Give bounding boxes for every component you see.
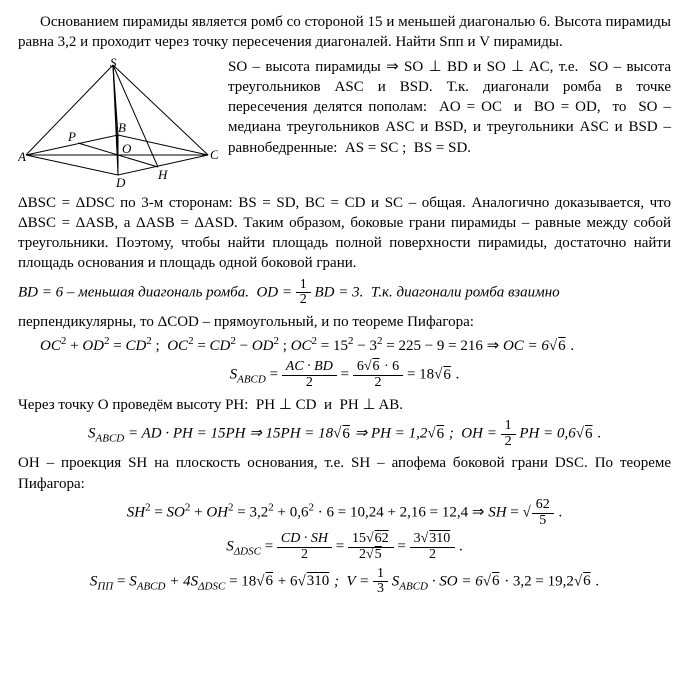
- solution-p1: SO – высота пирамиды ⇒ SO ⊥ BD и SO ⊥ AC…: [228, 57, 671, 158]
- pyramid-diagram: S A B C D O P H: [18, 57, 218, 187]
- one-half-frac: 1 2: [296, 278, 311, 308]
- svg-text:D: D: [115, 175, 126, 187]
- problem-statement: Основанием пирамиды является ромб со сто…: [18, 12, 671, 53]
- svg-text:B: B: [118, 120, 126, 135]
- svg-text:H: H: [157, 167, 168, 182]
- bd-text-a: BD = 6 – меньшая диагональ ромба. OD =: [18, 284, 296, 300]
- svg-text:P: P: [67, 129, 76, 144]
- sdsc-equation: SΔDSC = CD · SH2 = 15√62 2√5 = 3√310 2 .: [18, 532, 671, 562]
- oh-projection: OH – проекция SH на плоскость основания,…: [18, 453, 671, 494]
- ph-equation: SABCD = AD · PH = 15PH ⇒ 15PH = 18√6 ⇒ P…: [18, 419, 671, 449]
- svg-text:C: C: [210, 147, 218, 162]
- bd-text-b: BD = 3. Т.к. диагонали ромба взаимно: [315, 284, 560, 300]
- bd-line2: перпендикулярны, то ΔCOD – прямоугольный…: [18, 312, 671, 332]
- oc-equation: OC2 + OD2 = CD2 ; OC2 = CD2 − OD2 ; OC2 …: [18, 336, 671, 356]
- svg-text:A: A: [18, 149, 26, 164]
- ph-line: Через точку O проведём высоту PH: PH ⊥ C…: [18, 395, 671, 415]
- sh-equation: SH2 = SO2 + OH2 = 3,22 + 0,62 · 6 = 10,2…: [18, 498, 671, 528]
- svg-text:O: O: [122, 141, 132, 156]
- s-abcd-equation: SABCD = AC · BD2 = 6√6 · 6 2 = 18√6 .: [18, 360, 671, 390]
- final-equation: SПП = SABCD + 4SΔDSC = 18√6 + 6√310 ; V …: [18, 567, 671, 597]
- bd-line: BD = 6 – меньшая диагональ ромба. OD = 1…: [18, 278, 671, 308]
- svg-text:S: S: [110, 57, 117, 70]
- figure-row: S A B C D O P H SO – высота пирамиды ⇒ S…: [18, 57, 671, 187]
- solution-p2: ΔBSC = ΔDSC по 3-м сторонам: BS = SD, BC…: [18, 193, 671, 274]
